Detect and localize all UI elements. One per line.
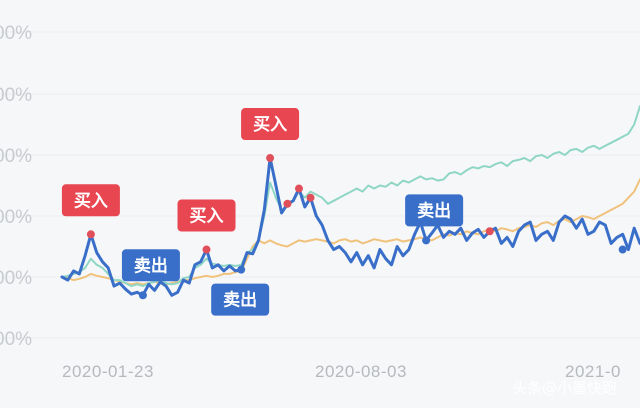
sell-marker (422, 236, 431, 245)
y-tick-label: 00% (0, 85, 32, 106)
buy-marker (266, 154, 275, 163)
buy-badge-box (177, 199, 236, 232)
sell-badge-label: 卖出 (223, 290, 257, 311)
x-tick-label: 2020-08-03 (315, 362, 407, 381)
buy-marker (86, 230, 95, 239)
point-marker (283, 199, 292, 208)
trade-markers (86, 154, 627, 300)
sell-badge-label: 卖出 (134, 255, 168, 276)
buy-badge: 买入 (61, 184, 120, 217)
sell-badge: 卖出 (405, 194, 464, 227)
sell-marker (138, 291, 147, 300)
sell-badge: 卖出 (121, 249, 180, 282)
x-tick-label: 2021-0 (565, 362, 621, 381)
watermark: 头条@小墨快跑 (512, 379, 617, 397)
buy-badge-label: 买入 (74, 191, 108, 211)
series-line-primary (60, 156, 640, 297)
buy-badge-box (61, 184, 120, 217)
y-axis: 00% 00% 00% 00% 00% 00% (0, 23, 32, 350)
buy-badge-box (241, 108, 300, 141)
y-tick-label: 00% (0, 268, 32, 289)
point-marker (306, 193, 315, 202)
buy-badge: 买入 (241, 108, 300, 141)
sell-badge: 卖出 (211, 283, 270, 316)
buy-badge-label: 买入 (253, 115, 287, 135)
point-marker (618, 245, 627, 254)
buy-marker (202, 245, 211, 254)
buy-badge-label: 买入 (190, 207, 224, 227)
sell-marker (237, 265, 246, 274)
point-marker (485, 227, 494, 236)
x-tick-label: 2020-01-23 (62, 362, 154, 381)
sell-badge-box (211, 283, 270, 316)
buy-badge: 买入 (177, 199, 236, 232)
y-tick-label: 00% (0, 329, 32, 350)
y-tick-label: 00% (0, 146, 32, 167)
watermark-text: 头条@小墨快跑 (512, 379, 617, 397)
sell-badge-label: 卖出 (417, 200, 451, 221)
x-axis: 2020-01-23 2020-08-03 2021-0 (62, 362, 621, 381)
y-tick-label: 00% (0, 23, 32, 44)
point-marker (294, 184, 303, 193)
y-tick-label: 00% (0, 207, 32, 228)
sell-badge-box (405, 194, 464, 227)
sell-badge-box (121, 249, 180, 282)
